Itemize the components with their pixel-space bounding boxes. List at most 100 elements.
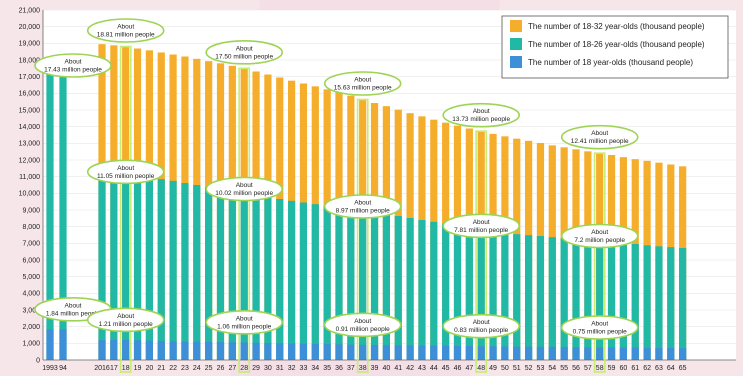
highlight-48: [475, 130, 488, 373]
bar-2-64: [667, 348, 675, 360]
y-tick-label: 0: [36, 357, 40, 364]
annotation-bubble: [205, 176, 283, 202]
annotation-value: 18.81 million people: [97, 32, 155, 39]
annotation-bubble: [560, 124, 639, 150]
annotation-bubble: [323, 194, 402, 219]
bar-1-61: [631, 244, 639, 360]
bar-2-28: [240, 342, 248, 360]
annotation-value: 17.50 million people: [215, 53, 273, 60]
annotation-bubble: [442, 102, 521, 128]
bar-1-53: [536, 236, 545, 360]
y-tick-label: 17,000: [19, 74, 41, 81]
x-tick-label: 51: [513, 365, 521, 372]
bar-2-42: [406, 345, 414, 360]
bar-1-65: [679, 248, 687, 360]
x-tick-label: 48: [477, 365, 485, 372]
bar-2-53: [536, 346, 545, 360]
annotation-bubble: [560, 315, 639, 340]
bar-2-49: [489, 346, 497, 360]
annotation-value: 1.84 million people: [46, 310, 101, 317]
y-tick-label: 19,000: [19, 41, 41, 48]
legend-label: The number of 18-32 year-olds (thousand …: [528, 22, 705, 31]
annotation-bubble: [560, 223, 639, 249]
bar-1-38: [359, 210, 367, 360]
y-tick-label: 20,000: [19, 24, 41, 31]
bar-2-33: [299, 343, 308, 360]
bar-1-20: [145, 178, 153, 360]
bar-2-34: [311, 344, 319, 360]
annotation-label: About: [236, 315, 253, 322]
bar-2-94: [59, 329, 67, 360]
bar-2-44: [430, 345, 438, 360]
bar-2-25: [205, 341, 213, 360]
annotation-label: About: [117, 165, 134, 172]
bar-2-52: [525, 346, 533, 360]
x-tick-label: 50: [501, 365, 509, 372]
bar-1-32: [288, 200, 296, 360]
annotation-bubble: [205, 40, 283, 65]
annotation-value: 0.91 million people: [336, 326, 391, 333]
bar-1-31: [276, 199, 284, 360]
bar-1-63: [655, 246, 663, 360]
bar-1-50: [501, 232, 509, 360]
x-tick-label: 53: [537, 365, 545, 372]
x-tick-label: 34: [311, 365, 319, 372]
bar-2-50: [501, 346, 509, 360]
bar-1-64: [667, 247, 675, 360]
bar-1-34: [311, 204, 319, 360]
y-tick-label: 14,000: [19, 124, 41, 131]
annotation-bubble: [442, 313, 521, 339]
y-tick-label: 8,000: [22, 224, 40, 231]
highlight-18: [119, 45, 132, 373]
bar-2-32: [288, 343, 296, 360]
x-tick-label: 25: [205, 365, 213, 372]
bar-2-60: [619, 347, 627, 360]
bar-2-27: [228, 342, 236, 360]
bar-2-51: [513, 346, 521, 360]
annotation-label: About: [236, 45, 253, 52]
x-tick-label: 26: [217, 365, 225, 372]
bar-1-62: [643, 245, 651, 360]
x-tick-label: 42: [406, 365, 414, 372]
x-tick-label: 59: [608, 365, 616, 372]
legend-box: [501, 15, 729, 79]
bar-2-36: [335, 344, 343, 360]
x-tick-label: 27: [228, 365, 236, 372]
bar-2-21: [157, 341, 165, 360]
annotation-label: About: [354, 77, 371, 84]
annotation-value: 1.21 million people: [99, 321, 154, 328]
bar-1-54: [548, 237, 556, 360]
x-tick-label: 64: [667, 365, 675, 372]
x-tick-label: 39: [371, 365, 379, 372]
bar-2-29: [252, 342, 260, 360]
annotation-label: About: [354, 200, 371, 207]
x-tick-label: 46: [454, 365, 462, 372]
y-tick-label: 5,000: [22, 274, 40, 281]
y-tick-label: 4,000: [22, 291, 40, 298]
annotation-label: About: [473, 319, 490, 326]
x-tick-label: 57: [584, 365, 592, 372]
bar-2-38: [359, 344, 367, 360]
annotation-value: 7.81 million people: [454, 227, 509, 234]
bar-2-19: [133, 340, 142, 360]
annotation-bubble: [86, 307, 165, 333]
bar-2-24: [193, 341, 201, 360]
annotation-label: About: [65, 302, 82, 309]
x-tick-label: 38: [359, 365, 367, 372]
annotation-value: 12.41 million people: [571, 138, 629, 145]
annotation-label: About: [354, 318, 371, 325]
x-tick-label: 43: [418, 365, 426, 372]
bar-1-23: [181, 183, 189, 360]
bar-2-41: [394, 345, 402, 360]
x-tick-label: 36: [335, 365, 343, 372]
bar-2-31: [276, 343, 284, 360]
